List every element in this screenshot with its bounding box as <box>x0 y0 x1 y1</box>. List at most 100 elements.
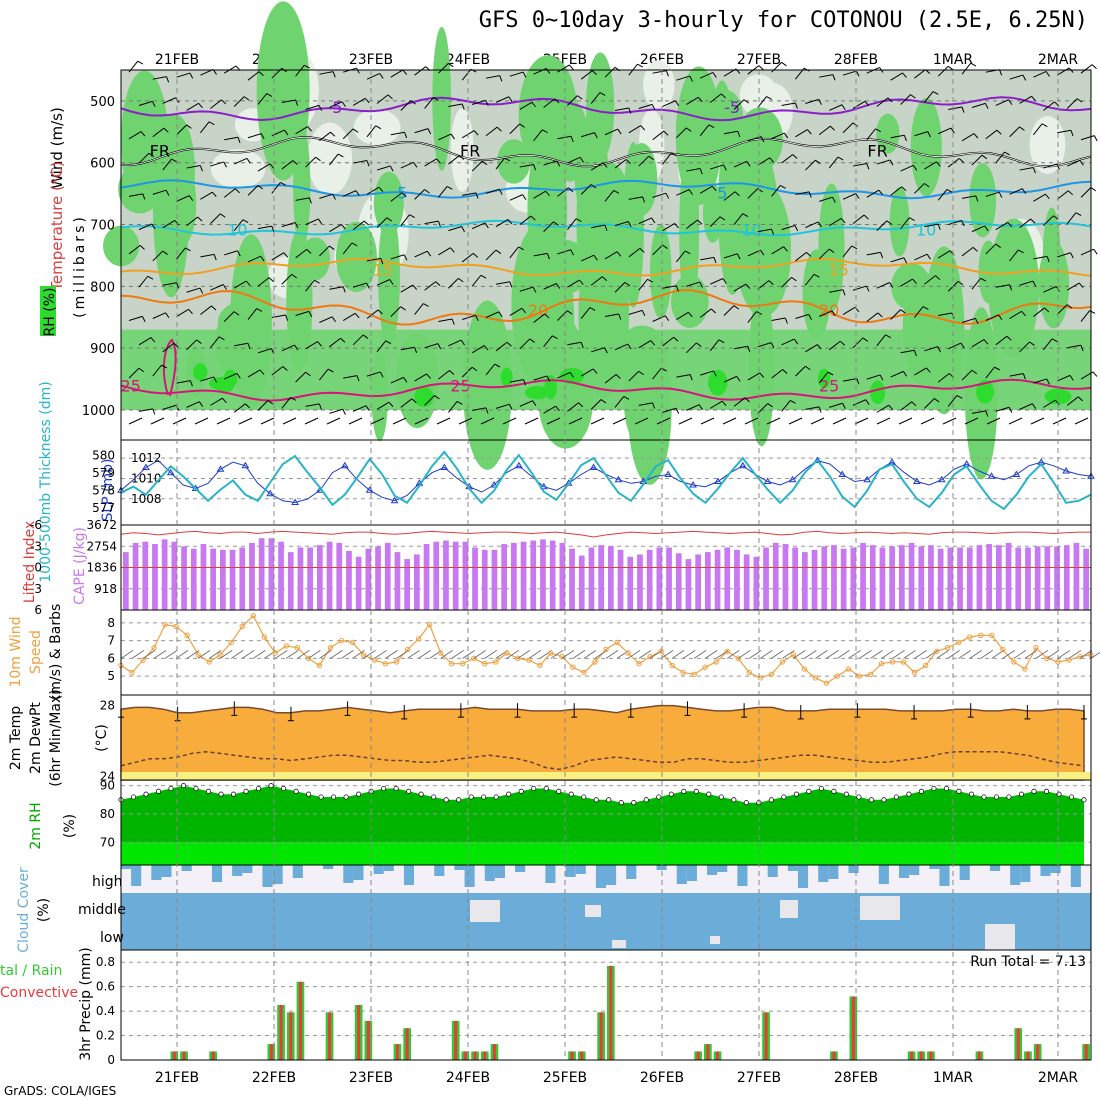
wind-barb <box>329 224 342 233</box>
wind-barb <box>480 417 495 425</box>
wind-barb-flag <box>304 64 310 69</box>
wind-barb-flag <box>148 152 155 158</box>
wind-barb-flag <box>688 311 693 318</box>
wind-barb-flag <box>341 224 346 230</box>
wind-barb <box>1033 378 1047 384</box>
cape-bar <box>1063 545 1070 610</box>
wind-barb-flag <box>426 373 431 379</box>
wind-barb-flag <box>1032 167 1036 174</box>
wind-barb <box>795 251 807 262</box>
wind-barb <box>271 182 281 194</box>
precip-panel <box>120 949 1092 1061</box>
wind-barb-flag <box>494 363 501 368</box>
wind-barb-flag <box>364 97 370 104</box>
wind-barb <box>390 306 402 317</box>
wind-barb <box>363 650 376 659</box>
data-point <box>713 659 719 665</box>
data-point <box>1000 646 1006 653</box>
wind-barb-flag <box>768 280 774 286</box>
wind-barb <box>1066 282 1080 291</box>
wind-barb <box>914 131 928 137</box>
data-point <box>978 632 984 638</box>
data-point <box>460 661 466 667</box>
wind-barb-flag <box>499 75 503 82</box>
wind-barb <box>376 340 387 353</box>
wind-barb <box>682 650 696 659</box>
wind-barb <box>281 274 293 285</box>
pressure-tick-label: 900 <box>90 342 115 357</box>
data-point <box>1011 659 1017 665</box>
wind-barb <box>242 650 255 659</box>
isotherm-label: -5 <box>724 98 740 117</box>
wind-barb <box>924 223 939 228</box>
wind-barb-flag <box>856 378 860 385</box>
data-point <box>636 661 642 667</box>
top-date-label: 1MAR <box>933 52 974 68</box>
wind-barb <box>448 339 462 347</box>
wind10-label-a: 10m Wind <box>8 616 24 687</box>
wind-barb-flag <box>222 284 227 290</box>
wind-barb <box>903 650 916 659</box>
data-point <box>440 463 449 470</box>
data-point <box>184 632 190 638</box>
cape-bar <box>937 548 944 610</box>
cloud-high-bar <box>131 865 142 886</box>
cape-bar <box>1054 546 1060 610</box>
data-point <box>518 788 524 794</box>
wind-barb <box>660 650 674 659</box>
data-point <box>493 794 499 800</box>
wind-barb <box>771 650 784 659</box>
cape-bar <box>743 554 750 610</box>
wind-barb <box>376 401 390 410</box>
wind-barb-flag <box>315 156 321 162</box>
wind-barb-flag <box>356 375 360 382</box>
wind-barb-flag <box>936 161 941 167</box>
wind-barb <box>1043 101 1055 111</box>
cape-bar <box>996 545 1002 610</box>
temp-baseline-band <box>121 772 1091 780</box>
wind-barb-flag <box>722 278 727 284</box>
wind-barb-flag <box>223 161 227 168</box>
wind-barb-flag <box>189 380 193 387</box>
wind-barb <box>247 308 258 320</box>
wind-barb-flag <box>152 408 156 415</box>
wind-tick-label: 8 <box>107 616 115 630</box>
wind-barb <box>771 246 784 255</box>
wind-barb-flag <box>437 220 441 227</box>
cape-bar <box>966 547 973 610</box>
wind-barb <box>186 287 201 293</box>
wind-barb <box>152 364 162 377</box>
data-point <box>937 475 946 483</box>
cape-bar <box>559 542 566 610</box>
cape-bar <box>152 544 158 610</box>
wind-barb-flag <box>784 317 788 324</box>
wind-barb <box>519 215 532 226</box>
wind-barb <box>604 374 617 384</box>
data-point <box>956 639 962 646</box>
wind-barb <box>723 305 735 316</box>
wind-barb-flag <box>1031 95 1036 102</box>
cape-bar <box>908 542 915 610</box>
wind-barb <box>233 157 248 165</box>
isotherm-label: 15 <box>829 261 849 280</box>
cape-bar <box>346 550 352 610</box>
wind-barb <box>329 101 343 108</box>
wind-barb <box>757 228 772 233</box>
wind-barb <box>900 278 913 287</box>
wind-barb <box>319 368 329 381</box>
wind-barb <box>281 344 295 352</box>
wind-barb <box>295 126 308 135</box>
wind-barb <box>352 220 365 231</box>
cloud-high-bar <box>484 865 495 881</box>
wind-barb <box>138 100 153 106</box>
wind-barb-flag <box>689 75 693 82</box>
thickness-tick-label: 577 <box>92 501 115 515</box>
wind-barb-flag <box>256 308 263 312</box>
wind-barb-flag <box>150 337 156 343</box>
data-point <box>437 650 444 656</box>
wind-barb <box>793 650 806 659</box>
wind-barb-flag <box>355 190 360 196</box>
wind-barb-flag <box>481 160 488 166</box>
wind-barb <box>805 98 819 104</box>
wind-barb-flag <box>698 96 703 103</box>
